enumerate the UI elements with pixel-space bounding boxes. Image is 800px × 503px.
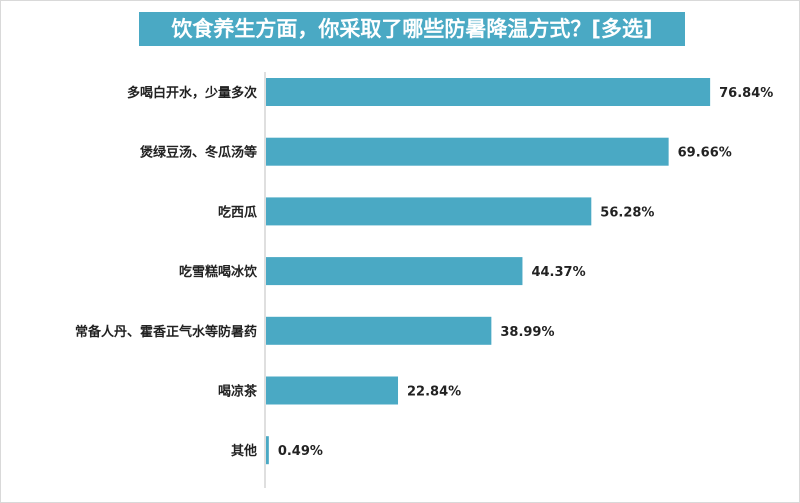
value-label: 0.49% [278,444,323,459]
category-label: 吃雪糕喝冰饮 [179,264,258,280]
bar [266,257,523,286]
bar [266,78,711,106]
value-label: 76.84% [719,86,773,101]
chart-title: 饮食养生方面，你采取了哪些防暑降温方式？[多选] [139,12,685,46]
bar [266,436,269,465]
bar [266,376,399,405]
category-label: 其他 [231,443,257,459]
category-label: 多喝白开水，少量多次 [127,85,257,101]
value-label: 56.28% [600,205,654,220]
value-label: 69.66% [678,146,732,161]
category-label: 煲绿豆汤、冬瓜汤等 [140,145,257,161]
bar [266,316,492,345]
category-label: 常备人丹、霍香正气水等防暑药 [75,324,257,340]
category-label: 吃西瓜 [218,204,257,220]
bar [266,137,669,166]
value-label: 22.84% [407,385,461,400]
bars-group: 多喝白开水，少量多次 76.84% 煲绿豆汤、冬瓜汤等 69.66% 吃西瓜 56.28%… [75,78,773,465]
value-label: 38.99% [500,325,554,340]
bar [266,197,592,226]
category-label: 喝凉茶 [218,384,258,400]
value-label: 44.37% [531,265,585,280]
